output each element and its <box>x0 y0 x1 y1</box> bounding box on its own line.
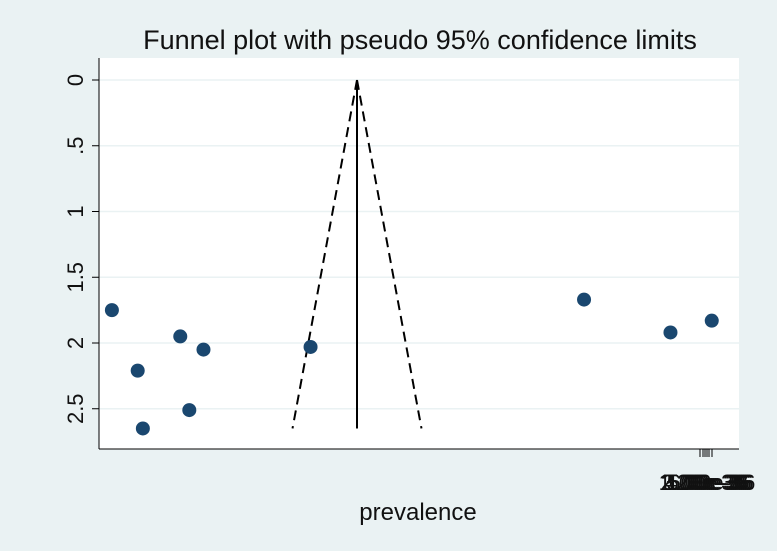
x-tick-label-3: 4.00e-36 <box>665 470 752 495</box>
x-tick-label-2: 3.00e-36 <box>663 470 750 495</box>
y-tick-label-5: 2.5 <box>63 393 88 424</box>
data-point-9 <box>704 313 719 328</box>
data-point-0 <box>104 303 119 318</box>
y-axis: 0 .5 1 1.5 2 2.5 <box>63 58 100 449</box>
x-axis: 1.20e-362.00e-363.00e-364.00e-365.00e-36… <box>99 448 756 495</box>
chart-title: Funnel plot with pseudo 95% confidence l… <box>143 25 697 55</box>
data-point-7 <box>577 292 592 307</box>
plot-area <box>99 58 739 449</box>
funnel-lines <box>291 79 423 429</box>
y-tick-label-1: .5 <box>63 137 88 155</box>
ci-lower-line <box>291 79 358 429</box>
y-tick-label-2: 1 <box>63 205 88 217</box>
ci-upper-line <box>356 79 423 429</box>
x-tick-label-5: 6.00e-36 <box>669 470 756 495</box>
data-point-1 <box>130 363 145 378</box>
data-point-4 <box>182 403 197 418</box>
x-tick-label-1: 2.00e-36 <box>661 470 748 495</box>
x-axis-label: prevalence <box>359 499 476 526</box>
data-point-5 <box>196 342 211 357</box>
x-tick-label-0: 1.20e-36 <box>659 470 746 495</box>
data-point-2 <box>135 421 150 436</box>
data-point-6 <box>303 339 318 354</box>
data-point-8 <box>663 325 678 340</box>
y-tick-label-0: 0 <box>63 74 88 86</box>
y-tick-label-4: 2 <box>63 337 88 349</box>
x-tick-label-4: 5.00e-36 <box>667 470 754 495</box>
data-points <box>104 292 719 436</box>
y-tick-label-3: 1.5 <box>63 262 88 293</box>
data-point-3 <box>173 329 188 344</box>
